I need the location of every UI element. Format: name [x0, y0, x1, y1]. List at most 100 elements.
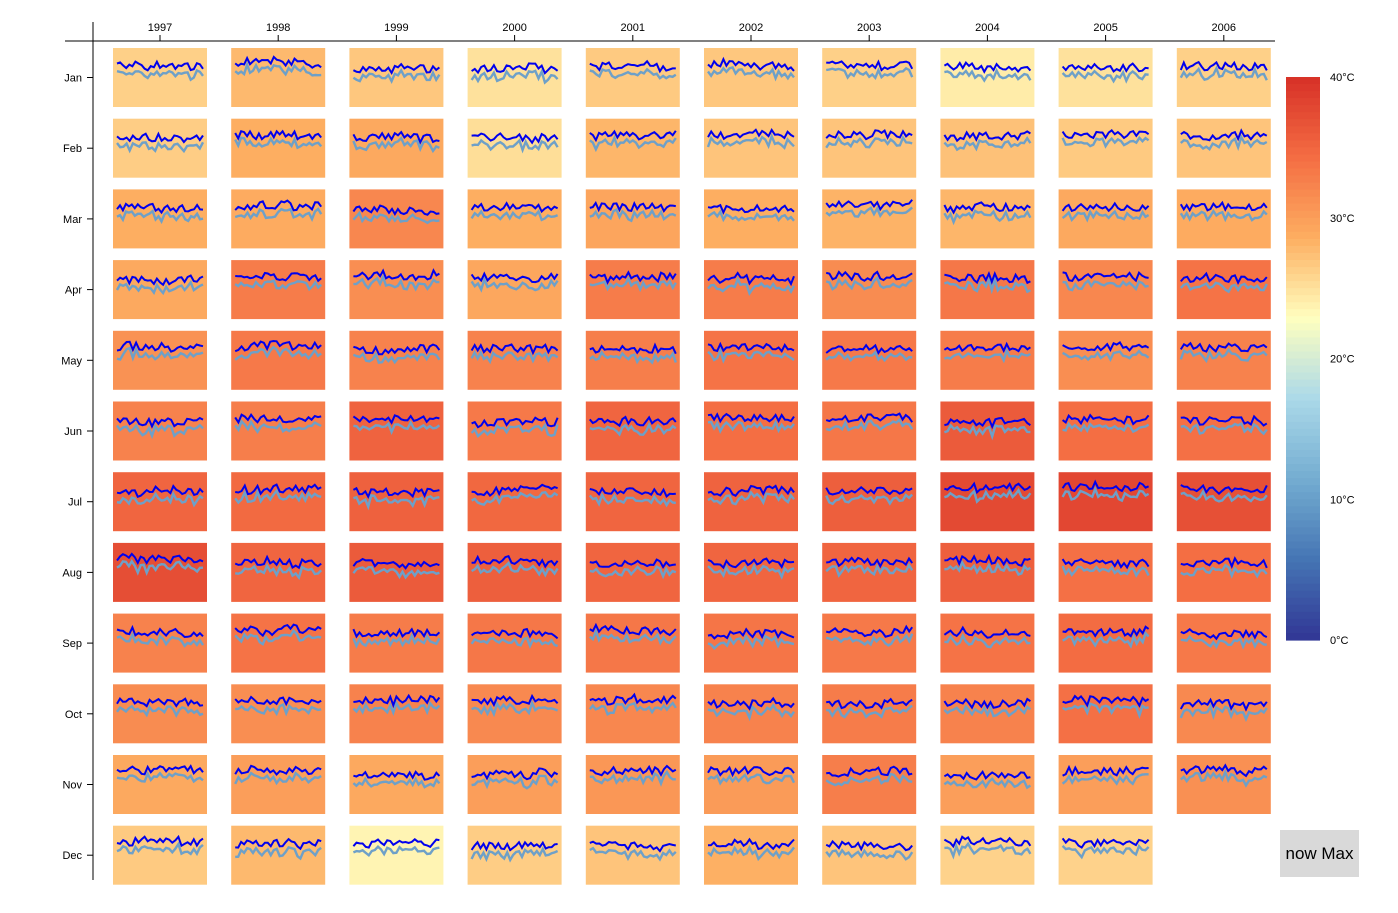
heatmap-cell-2003-oct[interactable] [822, 684, 917, 744]
heatmap-cell-2003-mar[interactable] [822, 189, 917, 249]
heatmap-cell-1998-nov[interactable] [231, 755, 326, 814]
heatmap-cell-2000-sep[interactable] [467, 613, 562, 673]
heatmap-cell-2006-jul[interactable] [1176, 472, 1271, 532]
heatmap-cell-2003-dec[interactable] [822, 825, 917, 885]
heatmap-cell-1999-oct[interactable] [349, 684, 444, 744]
heatmap-cell-1998-oct[interactable] [231, 684, 326, 744]
heatmap-cell-2003-apr[interactable] [822, 260, 917, 320]
heatmap-cell-2002-oct[interactable] [704, 684, 798, 744]
heatmap-cell-2000-oct[interactable] [467, 684, 562, 744]
heatmap-cell-2002-may[interactable] [704, 330, 798, 390]
heatmap-cell-2004-jul[interactable] [940, 472, 1035, 532]
heatmap-cell-1998-jul[interactable] [231, 472, 326, 532]
heatmap-cell-1997-sep[interactable] [113, 613, 207, 673]
heatmap-cell-2001-oct[interactable] [585, 684, 680, 744]
heatmap-cell-2004-mar[interactable] [940, 189, 1035, 249]
heatmap-cell-2001-jan[interactable] [585, 48, 680, 107]
heatmap-cell-1997-dec[interactable] [113, 825, 207, 885]
heatmap-cell-1999-sep[interactable] [349, 613, 444, 673]
heatmap-cell-2002-jul[interactable] [704, 472, 798, 532]
heatmap-cell-1997-aug[interactable] [113, 542, 207, 602]
heatmap-cell-1997-jul[interactable] [113, 472, 207, 532]
heatmap-cell-1999-nov[interactable] [349, 755, 444, 814]
heatmap-cell-2006-sep[interactable] [1176, 613, 1271, 673]
heatmap-cell-2000-apr[interactable] [467, 260, 562, 320]
heatmap-cell-2000-dec[interactable] [467, 825, 562, 885]
heatmap-cell-2001-aug[interactable] [585, 542, 680, 602]
heatmap-cell-2000-jul[interactable] [467, 472, 562, 532]
heatmap-cell-1999-may[interactable] [349, 330, 444, 390]
heatmap-cell-2001-sep[interactable] [585, 613, 680, 673]
heatmap-cell-2001-jun[interactable] [585, 401, 680, 461]
heatmap-cell-2005-jul[interactable] [1058, 472, 1153, 532]
heatmap-cell-2005-nov[interactable] [1058, 755, 1153, 814]
heatmap-cell-2004-oct[interactable] [940, 684, 1035, 744]
heatmap-cell-2005-aug[interactable] [1058, 542, 1153, 602]
heatmap-cell-2002-apr[interactable] [704, 260, 798, 320]
heatmap-cell-1999-apr[interactable] [349, 260, 444, 320]
heatmap-cell-2006-feb[interactable] [1176, 118, 1271, 178]
heatmap-cell-2005-feb[interactable] [1058, 118, 1153, 178]
heatmap-cell-1998-feb[interactable] [231, 118, 326, 178]
heatmap-cell-1999-jul[interactable] [349, 472, 444, 532]
heatmap-cell-2005-jan[interactable] [1058, 48, 1153, 107]
heatmap-cell-2006-aug[interactable] [1176, 542, 1271, 602]
heatmap-cell-2004-nov[interactable] [940, 755, 1035, 814]
heatmap-cell-2004-dec[interactable] [940, 825, 1035, 885]
heatmap-cell-1997-mar[interactable] [113, 189, 207, 249]
heatmap-cell-2006-nov[interactable] [1176, 755, 1271, 814]
heatmap-cell-2005-apr[interactable] [1058, 260, 1153, 320]
heatmap-cell-1998-may[interactable] [231, 330, 326, 390]
heatmap-cell-1997-nov[interactable] [113, 755, 207, 814]
heatmap-cell-2004-sep[interactable] [940, 613, 1035, 673]
heatmap-cell-2000-mar[interactable] [467, 189, 562, 249]
heatmap-cell-2000-jan[interactable] [467, 48, 562, 107]
heatmap-cell-2001-apr[interactable] [585, 260, 680, 320]
heatmap-cell-1999-mar[interactable] [349, 189, 444, 249]
heatmap-cell-2003-may[interactable] [822, 330, 917, 390]
heatmap-cell-1998-jan[interactable] [231, 48, 326, 107]
heatmap-cell-2001-mar[interactable] [585, 189, 680, 249]
heatmap-cell-1999-aug[interactable] [349, 542, 444, 602]
heatmap-cell-1998-jun[interactable] [231, 401, 326, 461]
heatmap-cell-2003-jul[interactable] [822, 472, 917, 532]
heatmap-cell-2003-jan[interactable] [822, 48, 917, 107]
heatmap-cell-2005-oct[interactable] [1058, 684, 1153, 744]
heatmap-cell-2005-mar[interactable] [1058, 189, 1153, 249]
heatmap-cell-1999-dec[interactable] [349, 825, 444, 885]
heatmap-cell-2006-may[interactable] [1176, 330, 1271, 390]
heatmap-cell-2004-apr[interactable] [940, 260, 1035, 320]
heatmap-cell-1997-feb[interactable] [113, 118, 207, 178]
heatmap-cell-2001-jul[interactable] [585, 472, 680, 532]
heatmap-cell-2003-jun[interactable] [822, 401, 917, 461]
heatmap-cell-2002-sep[interactable] [704, 613, 798, 673]
heatmap-cell-2006-jun[interactable] [1176, 401, 1271, 461]
heatmap-cell-2000-feb[interactable] [467, 118, 562, 178]
heatmap-cell-1997-jun[interactable] [113, 401, 207, 461]
heatmap-cell-2001-nov[interactable] [585, 755, 680, 814]
heatmap-cell-2000-may[interactable] [467, 330, 562, 390]
heatmap-cell-2002-mar[interactable] [704, 189, 798, 249]
heatmap-cell-2006-jan[interactable] [1176, 48, 1271, 107]
heatmap-cell-1998-aug[interactable] [231, 542, 326, 602]
toggle-max-min-button[interactable]: now Max [1280, 830, 1359, 877]
heatmap-cell-1999-jun[interactable] [349, 401, 444, 461]
heatmap-cell-2003-nov[interactable] [822, 755, 917, 814]
heatmap-cell-2002-dec[interactable] [704, 825, 798, 885]
heatmap-cell-2006-apr[interactable] [1176, 260, 1271, 320]
heatmap-cell-1997-oct[interactable] [113, 684, 207, 744]
heatmap-cell-2002-aug[interactable] [704, 542, 798, 602]
heatmap-cell-2002-nov[interactable] [704, 755, 798, 814]
heatmap-cell-2005-sep[interactable] [1058, 613, 1153, 673]
heatmap-cell-2006-oct[interactable] [1176, 684, 1271, 744]
heatmap-cell-2002-feb[interactable] [704, 118, 798, 178]
heatmap-cell-2005-may[interactable] [1058, 330, 1153, 390]
heatmap-cell-2004-may[interactable] [940, 330, 1035, 390]
heatmap-cell-2001-dec[interactable] [585, 825, 680, 885]
heatmap-cell-2000-jun[interactable] [467, 401, 562, 461]
heatmap-cell-2005-jun[interactable] [1058, 401, 1153, 461]
heatmap-cell-2000-nov[interactable] [467, 755, 562, 814]
heatmap-cell-2002-jan[interactable] [704, 48, 798, 107]
heatmap-cell-1998-apr[interactable] [231, 260, 326, 320]
heatmap-cell-1998-sep[interactable] [231, 613, 326, 673]
